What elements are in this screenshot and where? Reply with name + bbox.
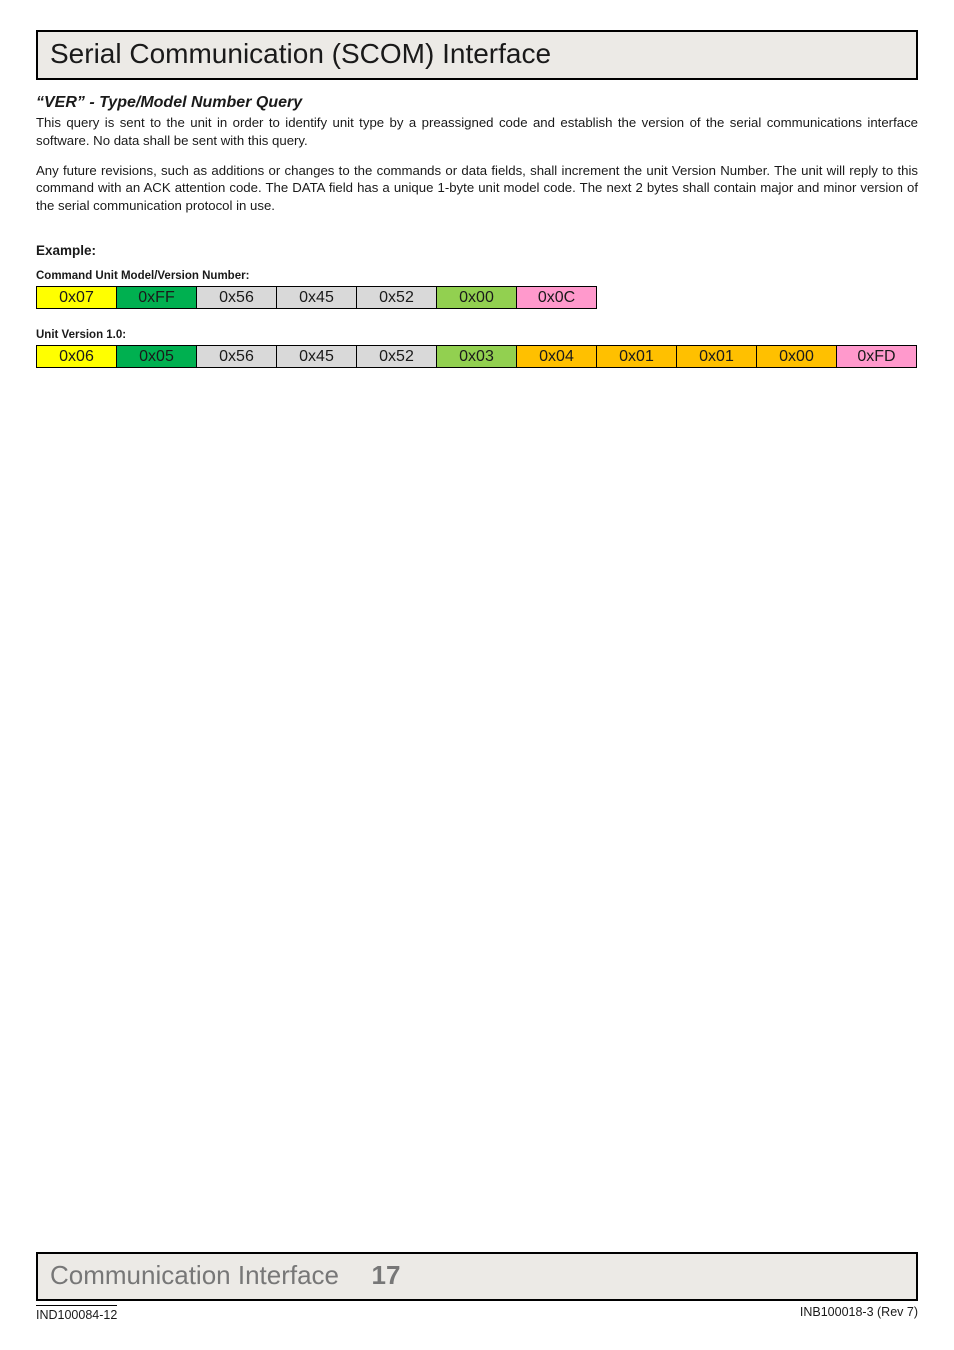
footer-page-number: 17 xyxy=(371,1260,400,1291)
byte-cell: 0x45 xyxy=(277,287,357,309)
byte-cell: 0x56 xyxy=(197,287,277,309)
byte-cell: 0x07 xyxy=(37,287,117,309)
byte-cell: 0x00 xyxy=(757,346,837,368)
byte-table-version: 0x060x050x560x450x520x030x040x010x010x00… xyxy=(36,345,917,368)
page-footer: Communication Interface 17 IND100084-12 … xyxy=(36,1252,918,1322)
byte-cell: 0xFF xyxy=(117,287,197,309)
table2-caption: Unit Version 1.0: xyxy=(36,329,918,341)
example-label: Example: xyxy=(36,243,918,258)
byte-table-command: 0x070xFF0x560x450x520x000x0C xyxy=(36,286,597,309)
byte-cell: 0x06 xyxy=(37,346,117,368)
byte-cell: 0x03 xyxy=(437,346,517,368)
byte-cell: 0x00 xyxy=(437,287,517,309)
footer-title-box: Communication Interface 17 xyxy=(36,1252,918,1301)
byte-cell: 0x04 xyxy=(517,346,597,368)
footer-right-code: INB100018-3 (Rev 7) xyxy=(800,1305,918,1322)
byte-cell: 0x05 xyxy=(117,346,197,368)
page-title-box: Serial Communication (SCOM) Interface xyxy=(36,30,918,80)
paragraph-1: This query is sent to the unit in order … xyxy=(36,114,918,150)
section-subheading: “VER” - Type/Model Number Query xyxy=(36,94,918,112)
paragraph-2: Any future revisions, such as additions … xyxy=(36,162,918,215)
byte-cell: 0x01 xyxy=(597,346,677,368)
footer-title: Communication Interface xyxy=(50,1260,339,1291)
byte-cell: 0x0C xyxy=(517,287,597,309)
byte-cell: 0x01 xyxy=(677,346,757,368)
byte-cell: 0x52 xyxy=(357,287,437,309)
page-title: Serial Communication (SCOM) Interface xyxy=(50,38,904,70)
footer-left-code: IND100084-12 xyxy=(36,1305,117,1322)
table1-caption: Command Unit Model/Version Number: xyxy=(36,270,918,282)
byte-cell: 0xFD xyxy=(837,346,917,368)
byte-cell: 0x56 xyxy=(197,346,277,368)
byte-cell: 0x45 xyxy=(277,346,357,368)
byte-cell: 0x52 xyxy=(357,346,437,368)
